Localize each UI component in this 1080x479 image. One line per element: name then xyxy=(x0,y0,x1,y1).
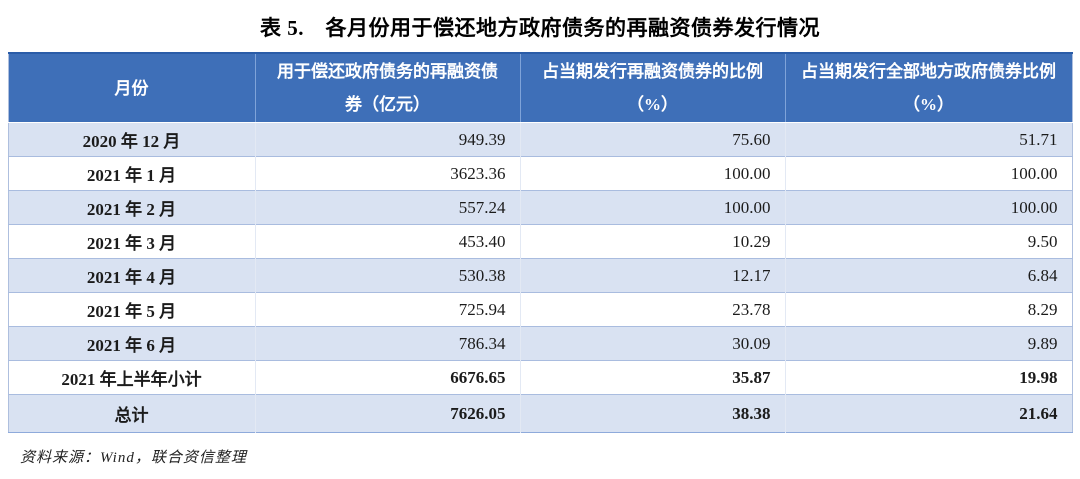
pct-refinancing-cell: 35.87 xyxy=(519,360,785,395)
amount-cell: 786.34 xyxy=(254,326,520,361)
month-cell: 总计 xyxy=(8,394,255,433)
amount-cell: 725.94 xyxy=(254,292,520,327)
table-header: 月份 用于偿还政府债务的再融资债券（亿元） 占当期发行再融资债券的比例（%） 占… xyxy=(8,52,1072,123)
pct-all-cell: 9.50 xyxy=(784,224,1072,259)
table-row: 2021 年 3 月 453.40 10.29 9.50 xyxy=(8,224,1072,259)
month-cell: 2021 年 1 月 xyxy=(8,156,255,191)
column-header-month: 月份 xyxy=(8,52,255,123)
table-row: 2021 年 1 月 3623.36 100.00 100.00 xyxy=(8,156,1072,191)
pct-refinancing-cell: 100.00 xyxy=(519,156,785,191)
amount-cell: 557.24 xyxy=(254,190,520,225)
amount-cell: 949.39 xyxy=(254,122,520,157)
column-header-pct-refinancing: 占当期发行再融资债券的比例（%） xyxy=(519,52,785,123)
pct-refinancing-cell: 100.00 xyxy=(519,190,785,225)
table-body: 2020 年 12 月 949.39 75.60 51.71 2021 年 1 … xyxy=(8,122,1072,433)
month-cell: 2021 年 5 月 xyxy=(8,292,255,327)
source-note: 资料来源：Wind，联合资信整理 xyxy=(20,450,247,466)
month-cell: 2021 年 3 月 xyxy=(8,224,255,259)
amount-cell: 3623.36 xyxy=(254,156,520,191)
month-cell: 2020 年 12 月 xyxy=(8,122,255,157)
table-row: 2021 年 2 月 557.24 100.00 100.00 xyxy=(8,190,1072,225)
pct-refinancing-cell: 75.60 xyxy=(519,122,785,157)
pct-all-cell: 51.71 xyxy=(784,122,1072,157)
subtotal-row: 2021 年上半年小计 6676.65 35.87 19.98 xyxy=(8,360,1072,395)
pct-refinancing-cell: 38.38 xyxy=(519,394,785,433)
month-cell: 2021 年上半年小计 xyxy=(8,360,255,395)
table-row: 2021 年 4 月 530.38 12.17 6.84 xyxy=(8,258,1072,293)
pct-refinancing-cell: 10.29 xyxy=(519,224,785,259)
table-row: 2021 年 6 月 786.34 30.09 9.89 xyxy=(8,326,1072,361)
amount-cell: 530.38 xyxy=(254,258,520,293)
pct-refinancing-cell: 12.17 xyxy=(519,258,785,293)
pct-all-cell: 8.29 xyxy=(784,292,1072,327)
table-row: 2021 年 5 月 725.94 23.78 8.29 xyxy=(8,292,1072,327)
pct-refinancing-cell: 23.78 xyxy=(519,292,785,327)
pct-all-cell: 100.00 xyxy=(784,156,1072,191)
table-row: 2020 年 12 月 949.39 75.60 51.71 xyxy=(8,122,1072,157)
column-header-pct-all-bonds: 占当期发行全部地方政府债券比例（%） xyxy=(784,52,1072,123)
pct-refinancing-cell: 30.09 xyxy=(519,326,785,361)
total-row: 总计 7626.05 38.38 21.64 xyxy=(8,394,1072,433)
amount-cell: 7626.05 xyxy=(254,394,520,433)
table-title: 表 5. 各月份用于偿还地方政府债务的再融资债券发行情况 xyxy=(260,16,820,40)
amount-cell: 453.40 xyxy=(254,224,520,259)
amount-cell: 6676.65 xyxy=(254,360,520,395)
pct-all-cell: 9.89 xyxy=(784,326,1072,361)
month-cell: 2021 年 2 月 xyxy=(8,190,255,225)
pct-all-cell: 6.84 xyxy=(784,258,1072,293)
pct-all-cell: 21.64 xyxy=(784,394,1072,433)
pct-all-cell: 100.00 xyxy=(784,190,1072,225)
refinancing-bonds-table: 月份 用于偿还政府债务的再融资债券（亿元） 占当期发行再融资债券的比例（%） 占… xyxy=(7,52,1073,433)
pct-all-cell: 19.98 xyxy=(784,360,1072,395)
column-header-amount: 用于偿还政府债务的再融资债券（亿元） xyxy=(254,52,520,123)
month-cell: 2021 年 6 月 xyxy=(8,326,255,361)
header-row: 月份 用于偿还政府债务的再融资债券（亿元） 占当期发行再融资债券的比例（%） 占… xyxy=(8,52,1072,123)
month-cell: 2021 年 4 月 xyxy=(8,258,255,293)
